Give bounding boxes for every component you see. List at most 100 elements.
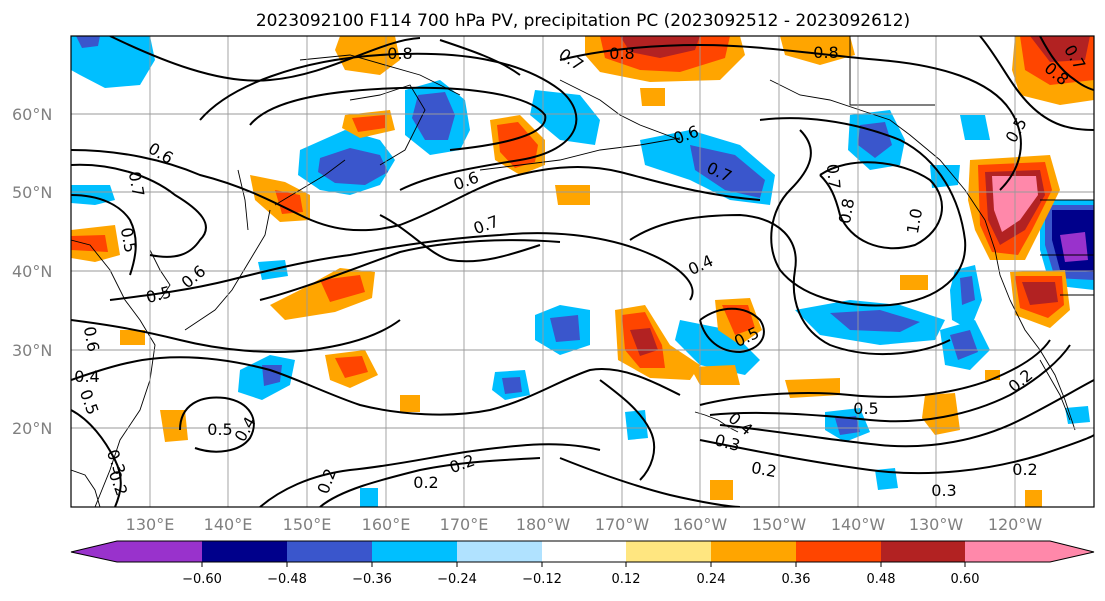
pv-contour <box>979 36 1094 131</box>
precip-darkblue-mid-2 <box>502 377 522 394</box>
pv-contour <box>759 117 967 307</box>
precip-blue-small-2 <box>625 410 648 440</box>
contour-label: 1.0 <box>903 207 926 235</box>
coast-asia <box>71 239 156 507</box>
contour-label: 0.7 <box>823 163 844 190</box>
precip-darkblue-aleutian <box>690 145 765 198</box>
map-title: 2023092100 F114 700 hPa PV, precipitatio… <box>256 11 910 31</box>
contour-label: 0.2 <box>413 473 438 492</box>
colorbar-segment <box>1050 541 1094 562</box>
lon-label: 130°E <box>126 515 175 534</box>
precip-red-bering <box>497 122 538 168</box>
precip-darkred-center <box>630 328 658 356</box>
colorbar: −0.60 −0.48 −0.36 −0.24 −0.12 0.12 0.24 … <box>70 540 1095 587</box>
precip-blue-nw <box>71 36 155 88</box>
colorbar-segment <box>965 541 1050 562</box>
precip-darkblue-coast-1 <box>960 276 975 305</box>
colorbar-tick-label: 0.48 <box>867 572 896 587</box>
lat-label: 50°N <box>12 183 52 202</box>
contour-label: 0.5 <box>853 399 878 418</box>
precip-darkred-ne <box>1030 36 1090 62</box>
pv-contour <box>709 344 1071 423</box>
colorbar-tick-label: 0.12 <box>612 572 641 587</box>
contour-label: 0.8 <box>813 43 838 62</box>
colorbar-tick-label: −0.12 <box>522 572 562 587</box>
contour-label: 0.6 <box>80 325 103 353</box>
contour-label: 0.5 <box>117 226 140 254</box>
precip-orange-east-2 <box>922 393 960 435</box>
precip-orange-small-8 <box>120 330 145 345</box>
pv-contour <box>71 149 761 232</box>
lon-label: 130°W <box>909 515 964 534</box>
colorbar-tick-label: −0.36 <box>352 572 392 587</box>
pv-contour <box>1039 36 1094 91</box>
lat-label: 60°N <box>12 105 52 124</box>
precip-red-1 <box>352 115 385 132</box>
coast-aleutians <box>479 137 681 171</box>
pv-contour <box>179 396 255 453</box>
lon-label: 160°E <box>362 515 411 534</box>
coast-bc <box>984 219 1011 301</box>
precip-blue-mid-3 <box>675 320 760 375</box>
precip-red-w-1 <box>71 235 108 252</box>
colorbar-tick-label: 0.36 <box>782 572 811 587</box>
precip-blue-small-7 <box>360 488 378 507</box>
precip-blue-small-5 <box>960 115 990 140</box>
colorbar-segment <box>202 541 287 562</box>
colorbar-segment <box>542 541 626 562</box>
contour-label: 0.8 <box>387 44 412 63</box>
lon-label: 170°E <box>440 515 489 534</box>
pv-contour <box>109 36 421 82</box>
colorbar-segment <box>71 541 117 562</box>
precip-blue-small-3 <box>875 468 898 490</box>
precip-darkblue-sw <box>262 365 282 386</box>
lat-label: 30°N <box>12 341 52 360</box>
map-frame <box>70 35 1095 508</box>
contour-label: 0.7 <box>125 170 148 198</box>
lon-label: 120°W <box>988 515 1043 534</box>
precip-orange-small-3 <box>555 185 590 205</box>
lat-label: 20°N <box>12 419 52 438</box>
lon-label: 150°W <box>752 515 807 534</box>
contour-label: 0.3 <box>931 481 956 500</box>
pv-contour <box>629 213 951 356</box>
precip-red-mid-w <box>320 275 365 302</box>
precip-orange-east-1 <box>785 378 840 398</box>
contour-label: 0.5 <box>207 420 232 439</box>
colorbar-outline <box>70 540 1095 563</box>
precip-orange-small-6 <box>900 275 928 290</box>
coast-west-us <box>1009 299 1076 431</box>
precip-red-w-2 <box>275 190 303 214</box>
border-line-3 <box>1040 254 1094 296</box>
pv-contour <box>259 443 601 507</box>
contour-label: 0.2 <box>1012 460 1037 479</box>
pv-contour <box>71 409 122 507</box>
pv-contour <box>71 194 137 276</box>
precip-darkred-coast-2 <box>1022 282 1058 305</box>
pv-contour <box>109 232 694 301</box>
hawaii-islands <box>694 411 739 433</box>
precip-darkblue-japan-sea <box>318 148 388 185</box>
colorbar-tick-label: −0.60 <box>182 572 222 587</box>
lon-label: 140°W <box>831 515 886 534</box>
coast-baja <box>1039 359 1071 421</box>
pv-contour <box>71 163 207 258</box>
precip-darkblue-kamchatka <box>412 92 455 140</box>
pv-contour <box>559 43 1022 191</box>
precip-red-center-2 <box>722 305 755 335</box>
contour-label: 0.8 <box>609 44 634 63</box>
precip-darkblue-coast-2 <box>950 330 978 360</box>
precip-orange-small-5 <box>710 480 733 500</box>
pv-contour <box>559 457 741 507</box>
philippines <box>71 469 101 507</box>
colorbar-segment <box>881 541 965 562</box>
pv-contour <box>71 356 681 416</box>
pv-contour <box>71 319 401 353</box>
precip-orange-center-3 <box>690 365 740 385</box>
pv-contour <box>379 214 541 263</box>
colorbar-segment <box>796 541 881 562</box>
lon-label: 180°W <box>516 515 571 534</box>
pv-contour <box>259 239 561 301</box>
precip-darkblue-gulf-alaska <box>858 122 892 158</box>
precip-orange-small-7 <box>1025 490 1042 507</box>
